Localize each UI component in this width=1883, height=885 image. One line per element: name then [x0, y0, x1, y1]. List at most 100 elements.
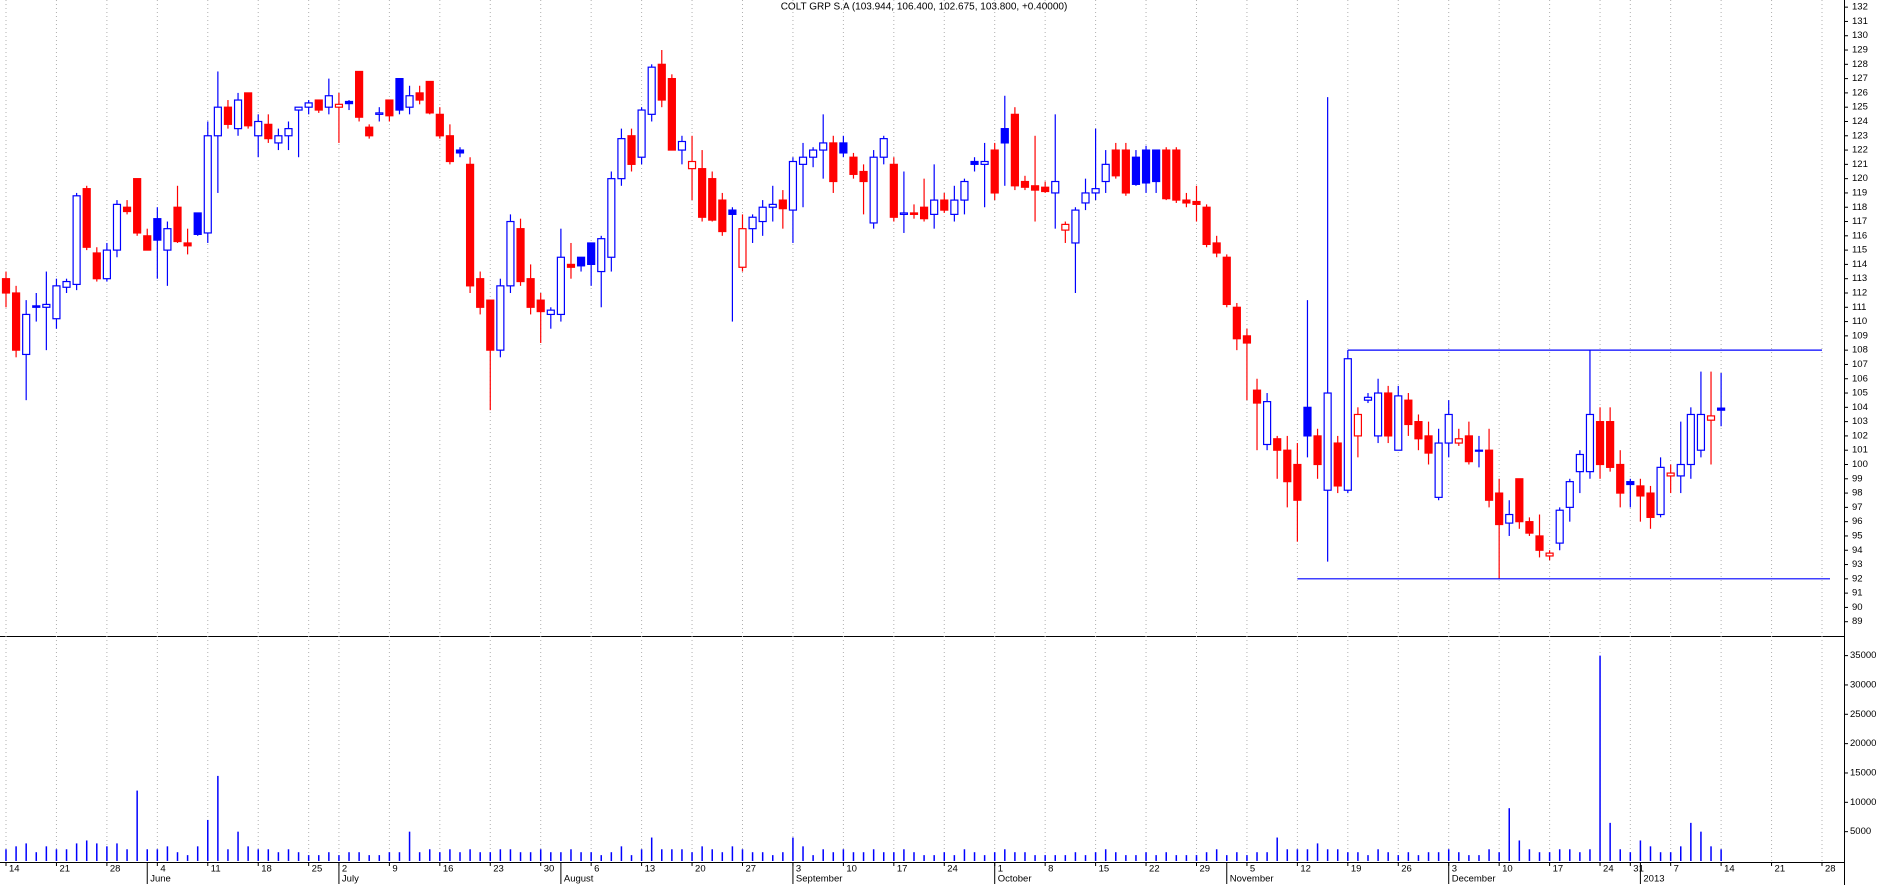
y-tick-label: 122 [1852, 145, 1868, 156]
candle-body [294, 106, 303, 111]
candle-body [1444, 413, 1453, 444]
candle-body [203, 135, 212, 234]
candle-body [1273, 438, 1282, 451]
candle-body [1606, 421, 1615, 468]
y-tick-label: 110 [1852, 316, 1867, 327]
volume-bar [106, 846, 108, 861]
volume-bar [378, 855, 381, 861]
volume-bar [1458, 852, 1460, 861]
volume-bar [1690, 822, 1692, 861]
candle-body [385, 99, 394, 117]
volume-bar [358, 852, 360, 861]
candle-body [102, 249, 111, 280]
candle-body [778, 199, 787, 210]
volume-bar [983, 855, 986, 861]
candle-body [415, 92, 424, 101]
candle-body [1686, 413, 1695, 466]
candle-body [839, 142, 848, 154]
candle-body [1111, 149, 1120, 177]
candle-body [92, 252, 101, 280]
x-tick-label: 20 [695, 864, 706, 875]
month-label: July [342, 874, 359, 885]
candle-body [1293, 463, 1302, 501]
candle-body [657, 63, 666, 101]
x-tick-label: 22 [1149, 864, 1160, 875]
candle-body [748, 216, 757, 230]
x-tick-label: 31 [1633, 864, 1644, 875]
volume-bar [993, 852, 996, 861]
candle-body [1202, 206, 1211, 245]
y-tick-label: 127 [1852, 73, 1868, 84]
candle-body [1555, 509, 1564, 544]
candle-body [617, 138, 626, 180]
x-tick-label: 28 [1825, 864, 1836, 875]
y-tick-label: 113 [1852, 273, 1867, 284]
x-tick-label: 13 [645, 864, 656, 875]
volume-bar [1004, 849, 1006, 861]
x-tick-label: 26 [1401, 864, 1412, 875]
volume-bar [428, 849, 431, 861]
candle-body [1172, 149, 1181, 201]
candle-body [1131, 156, 1141, 185]
candle-body [546, 309, 555, 316]
volume-bar [1104, 849, 1107, 861]
candle-body [52, 285, 61, 320]
candle-body [859, 170, 868, 183]
x-tick-label: 16 [443, 864, 454, 875]
volume-bar [1700, 831, 1702, 861]
volume-bar [449, 849, 451, 861]
candle-body [1565, 481, 1574, 508]
y-tick-label: 91 [1852, 588, 1863, 599]
volume-bar [1569, 849, 1571, 861]
candle-body [375, 112, 384, 115]
y-tick-label: 128 [1852, 59, 1868, 70]
x-tick-label: 14 [1724, 864, 1735, 875]
volume-bar [1649, 846, 1652, 861]
volume-bar [1680, 846, 1682, 861]
volume-bar [590, 852, 592, 861]
volume-bar [55, 849, 58, 861]
volume-tick-label: 5000 [1850, 826, 1871, 837]
candle-body [1384, 392, 1393, 437]
volume-bar [1054, 855, 1056, 861]
x-tick-label: 25 [312, 864, 323, 875]
x-tick-label: 28 [110, 864, 121, 875]
y-tick-label: 90 [1852, 602, 1863, 613]
candle-body [1333, 442, 1342, 487]
candle-body [587, 242, 596, 266]
volume-bar [1528, 849, 1531, 861]
volume-bar [1508, 808, 1510, 861]
candle-body [718, 199, 727, 233]
volume-bar [1357, 852, 1359, 861]
x-tick-label: 12 [1300, 864, 1311, 875]
volume-bar [1367, 855, 1369, 861]
volume-bar [257, 849, 259, 861]
y-tick-label: 126 [1852, 87, 1868, 98]
x-tick-label: 17 [897, 864, 908, 875]
volume-tick-label: 30000 [1850, 679, 1876, 690]
candle-body [1263, 401, 1272, 446]
candle-body [334, 103, 344, 108]
candle-body [223, 106, 233, 125]
volume-tick-label: 15000 [1850, 767, 1876, 778]
volume-bar [439, 852, 441, 861]
candle-body [1353, 413, 1363, 437]
volume-bar [792, 837, 794, 861]
volume-bar [459, 852, 461, 861]
volume-bar [247, 846, 249, 861]
candle-body [708, 178, 717, 221]
y-tick-label: 107 [1852, 359, 1868, 370]
month-label: October [998, 874, 1032, 885]
volume-bar [35, 852, 38, 861]
candle-body [496, 285, 505, 351]
volume-bar [156, 849, 159, 861]
candle-body [1141, 149, 1151, 184]
volume-bar [761, 852, 764, 861]
volume-bar [1437, 852, 1440, 861]
candle-body [536, 299, 545, 313]
candle-body [264, 123, 273, 140]
y-tick-label: 132 [1852, 2, 1868, 13]
candle-body [32, 305, 41, 308]
candle-body [11, 292, 21, 351]
candle-body [516, 228, 525, 283]
